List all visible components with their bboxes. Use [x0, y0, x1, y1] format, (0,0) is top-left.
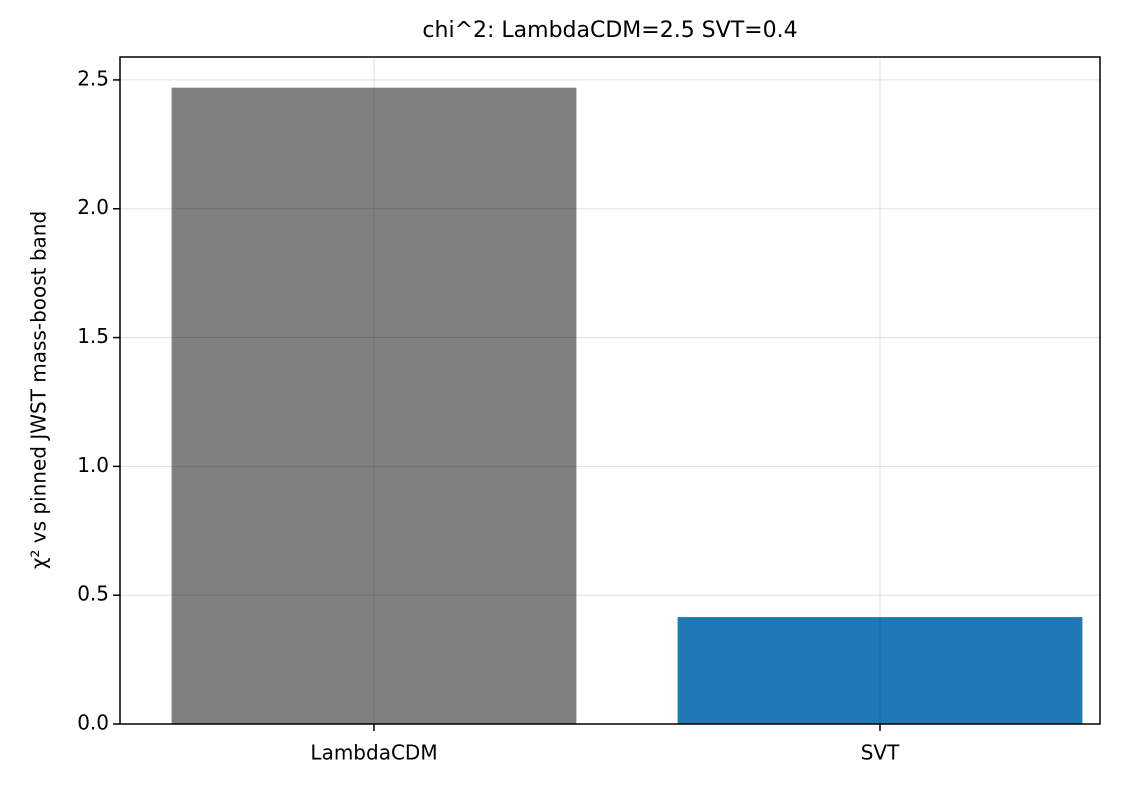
y-tick-label: 1.5 — [77, 324, 109, 348]
y-tick-label: 0.5 — [77, 582, 109, 606]
y-tick-label: 0.0 — [77, 711, 109, 735]
y-axis-label: χ² vs pinned JWST mass-boost band — [27, 211, 51, 569]
plot-frame — [119, 56, 1101, 725]
y-tick-label: 1.0 — [77, 453, 109, 477]
x-tick-label: SVT — [861, 741, 900, 765]
bar — [171, 87, 577, 725]
x-tick-label: LambdaCDM — [310, 741, 437, 765]
bar — [677, 617, 1083, 724]
chart-title: chi^2: LambdaCDM=2.5 SVT=0.4 — [422, 18, 797, 43]
y-tick-label: 2.5 — [77, 66, 109, 90]
y-tick-label: 2.0 — [77, 195, 109, 219]
